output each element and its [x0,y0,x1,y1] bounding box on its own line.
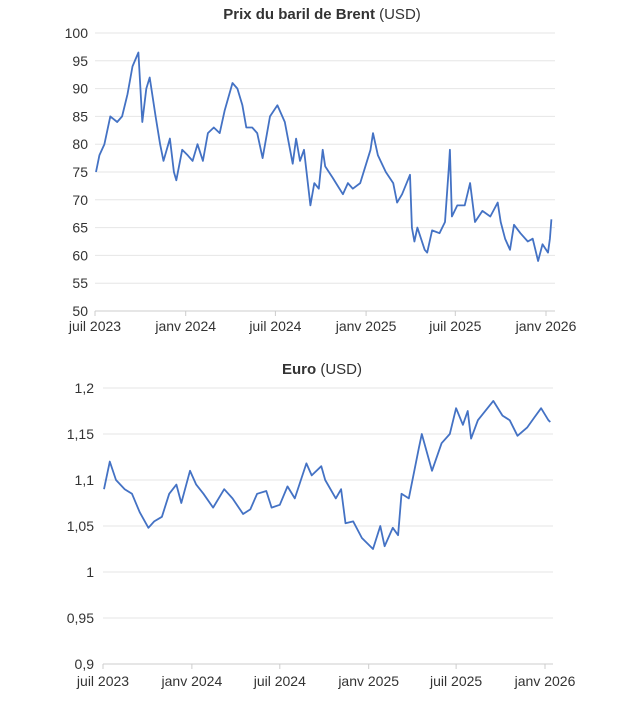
brent-y-tick-label: 70 [72,192,88,208]
euro-y-tick-label: 1,2 [75,380,95,396]
euro-y-tick-label: 1,1 [75,472,95,488]
euro-y-tick-label: 0,9 [75,656,95,672]
euro-series-line [103,400,551,550]
euro-y-tick-label: 1,05 [67,518,94,534]
brent-x-tick-label: janv 2024 [154,318,216,334]
brent-y-tick-label: 50 [72,303,88,319]
euro-y-tick-label: 0,95 [67,610,94,626]
brent-chart-title: Prix du baril de Brent (USD) [0,6,644,23]
euro-y-tick-label: 1 [86,564,94,580]
brent-y-tick-label: 65 [72,220,88,236]
brent-y-tick-label: 75 [72,164,88,180]
brent-y-tick-label: 85 [72,108,88,124]
brent-x-tick-label: janv 2025 [335,318,397,334]
euro-x-tick-label: janv 2026 [514,673,576,689]
euro-x-tick-label: juil 2023 [76,673,129,689]
brent-title-unit: (USD) [374,6,421,23]
brent-y-tick-label: 80 [72,136,88,152]
brent-x-tick-label: janv 2026 [515,318,577,334]
brent-x-tick-label: juil 2024 [248,318,301,334]
brent-y-tick-label: 95 [72,53,88,69]
euro-chart-title: Euro (USD) [0,361,644,378]
brent-series-line [95,51,553,262]
euro-x-tick-label: juil 2024 [253,673,306,689]
euro-x-tick-label: janv 2025 [337,673,399,689]
euro-x-tick-label: janv 2024 [161,673,223,689]
brent-y-tick-label: 55 [72,275,88,291]
brent-y-tick-label: 90 [72,81,88,97]
euro-title-bold: Euro [282,361,317,378]
euro-y-tick-label: 1,15 [67,426,94,442]
brent-x-tick-label: juil 2025 [428,318,481,334]
brent-title-bold: Prix du baril de Brent [223,6,375,23]
brent-y-tick-label: 100 [65,25,89,41]
brent-x-tick-label: juil 2023 [68,318,121,334]
brent-y-tick-label: 60 [72,247,88,263]
euro-title-unit: (USD) [316,361,362,378]
euro-x-tick-label: juil 2025 [429,673,482,689]
